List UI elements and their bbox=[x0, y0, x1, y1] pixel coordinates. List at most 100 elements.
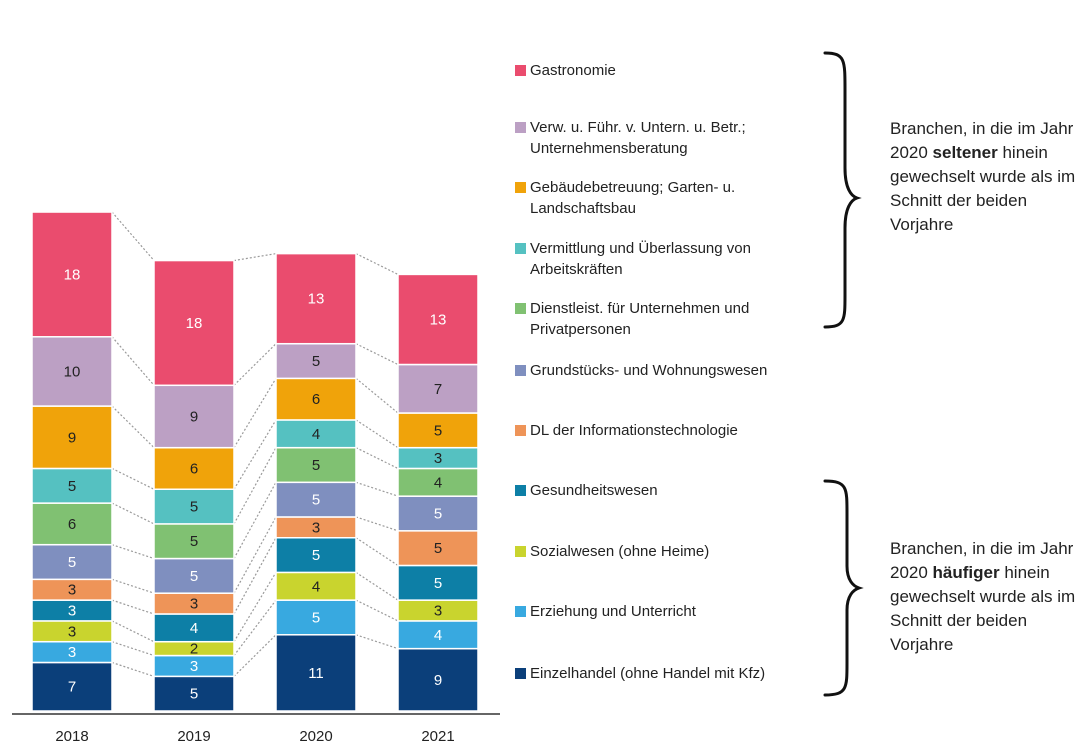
data-label: 6 bbox=[68, 516, 76, 533]
bar-segment bbox=[397, 530, 479, 567]
connector-line bbox=[111, 641, 155, 657]
data-label: 4 bbox=[190, 620, 198, 637]
data-label: 11 bbox=[308, 665, 324, 682]
bar-segment bbox=[397, 647, 479, 712]
legend-item: Erziehung und Unterricht bbox=[515, 601, 696, 622]
connector-line bbox=[355, 516, 399, 532]
connector-line bbox=[355, 634, 399, 650]
data-label: 4 bbox=[312, 426, 320, 443]
legend-item: Gesundheitswesen bbox=[515, 480, 658, 501]
data-label: 5 bbox=[190, 499, 198, 516]
data-label: 4 bbox=[434, 627, 442, 644]
data-label: 5 bbox=[190, 533, 198, 550]
bar-segment bbox=[153, 259, 235, 387]
bar-segment bbox=[275, 377, 357, 421]
legend-swatch bbox=[515, 122, 526, 133]
bar-segment bbox=[275, 446, 357, 484]
x-tick-label: 2018 bbox=[55, 728, 88, 745]
connector-line bbox=[111, 578, 155, 594]
bar-segment bbox=[397, 620, 479, 650]
legend-label: Erziehung und Unterricht bbox=[530, 603, 696, 620]
legend-swatch bbox=[515, 425, 526, 436]
annotation-bottom-text-after: hinein gewechselt wurde als im Schnitt d… bbox=[890, 563, 1076, 654]
legend: Gastronomie Verw. u. Führ. v. Untern. u. … bbox=[515, 0, 825, 747]
bar-segment bbox=[153, 446, 235, 490]
legend-item: Sozialwesen (ohne Heime) bbox=[515, 541, 709, 562]
brace-top bbox=[823, 51, 862, 329]
connector-line bbox=[111, 661, 155, 677]
legend-item: Vermittlung und Überlassung von Arbeitsk… bbox=[515, 238, 751, 280]
legend-label: Gesundheitswesen bbox=[530, 482, 658, 499]
bar-segment bbox=[31, 405, 113, 470]
legend-item: Gebäudebetreuung; Garten- u. Landschafts… bbox=[515, 177, 735, 219]
data-label: 3 bbox=[434, 450, 442, 467]
data-label: 13 bbox=[308, 291, 325, 308]
data-label: 3 bbox=[190, 658, 198, 675]
bar-segment bbox=[397, 495, 479, 532]
connector-line bbox=[233, 516, 277, 594]
data-label: 2 bbox=[190, 641, 198, 658]
bar-segment bbox=[153, 675, 235, 712]
bar-segment bbox=[397, 273, 479, 366]
bar-segment bbox=[275, 599, 357, 636]
data-label: 13 bbox=[430, 311, 447, 328]
legend-item: Verw. u. Führ. v. Untern. u. Betr.; Unte… bbox=[515, 117, 746, 159]
legend-swatch bbox=[515, 303, 526, 314]
bar-segment bbox=[397, 412, 479, 449]
data-label: 5 bbox=[434, 505, 442, 522]
annotation-top-bold: seltener bbox=[932, 143, 998, 162]
legend-swatch bbox=[515, 182, 526, 193]
data-label: 18 bbox=[186, 315, 203, 332]
connector-line bbox=[111, 502, 155, 525]
annotation-bottom-text-before: Branchen, in die im Jahr 2020 bbox=[890, 539, 1074, 582]
stacked-bar-chart: 7 511 933543243345533355555655455439665109… bbox=[12, 211, 500, 745]
bar-segment bbox=[31, 661, 113, 712]
data-label: 3 bbox=[68, 603, 76, 620]
bar-segment bbox=[31, 467, 113, 504]
annotation-bottom: Branchen, in die im Jahr 2020 häufiger h… bbox=[890, 537, 1086, 657]
bar-segment bbox=[153, 384, 235, 449]
bar-segment bbox=[31, 543, 113, 581]
data-label: 6 bbox=[312, 391, 320, 408]
data-label: 4 bbox=[312, 578, 320, 595]
connector-line bbox=[355, 537, 399, 566]
legend-item: Einzelhandel (ohne Handel mit Kfz) bbox=[515, 663, 765, 684]
data-label: 5 bbox=[312, 492, 320, 509]
data-label: 3 bbox=[68, 644, 76, 661]
legend-label: DL der Informationstechnologie bbox=[530, 422, 738, 439]
data-label: 9 bbox=[190, 408, 198, 425]
x-tick-label: 2021 bbox=[421, 728, 454, 745]
bar-segment bbox=[397, 363, 479, 414]
connector-line bbox=[233, 253, 277, 262]
data-label: 7 bbox=[68, 679, 76, 696]
connector-line bbox=[233, 482, 277, 559]
legend-item: Gastronomie bbox=[515, 60, 616, 81]
x-tick-label: 2020 bbox=[299, 728, 332, 745]
bar-segment bbox=[31, 211, 113, 338]
data-label: 9 bbox=[434, 672, 442, 689]
legend-swatch bbox=[515, 606, 526, 617]
legend-item: DL der Informationstechnologie bbox=[515, 420, 738, 441]
connector-line bbox=[355, 253, 399, 275]
bar-segment bbox=[31, 502, 113, 546]
connector-line bbox=[355, 599, 399, 622]
data-label: 5 bbox=[68, 554, 76, 571]
data-label: 5 bbox=[312, 547, 320, 564]
bar-segment bbox=[153, 523, 235, 560]
annotation-top-text-after: hinein gewechselt wurde als im Schnitt d… bbox=[890, 143, 1076, 234]
bar-segment bbox=[275, 419, 357, 449]
connector-line bbox=[355, 377, 399, 414]
annotation-top: Branchen, in die im Jahr 2020 seltener h… bbox=[890, 117, 1086, 237]
connector-line bbox=[111, 467, 155, 490]
bar-segment bbox=[397, 564, 479, 601]
bar-segment bbox=[397, 467, 479, 497]
data-label: 9 bbox=[68, 429, 76, 446]
connector-line bbox=[111, 620, 155, 643]
data-label: 5 bbox=[312, 457, 320, 474]
bar-segment bbox=[153, 557, 235, 594]
connector-line bbox=[355, 419, 399, 449]
data-label: 5 bbox=[434, 422, 442, 439]
connector-line bbox=[111, 405, 155, 449]
data-label: 6 bbox=[190, 460, 198, 477]
connector-line bbox=[355, 447, 399, 469]
